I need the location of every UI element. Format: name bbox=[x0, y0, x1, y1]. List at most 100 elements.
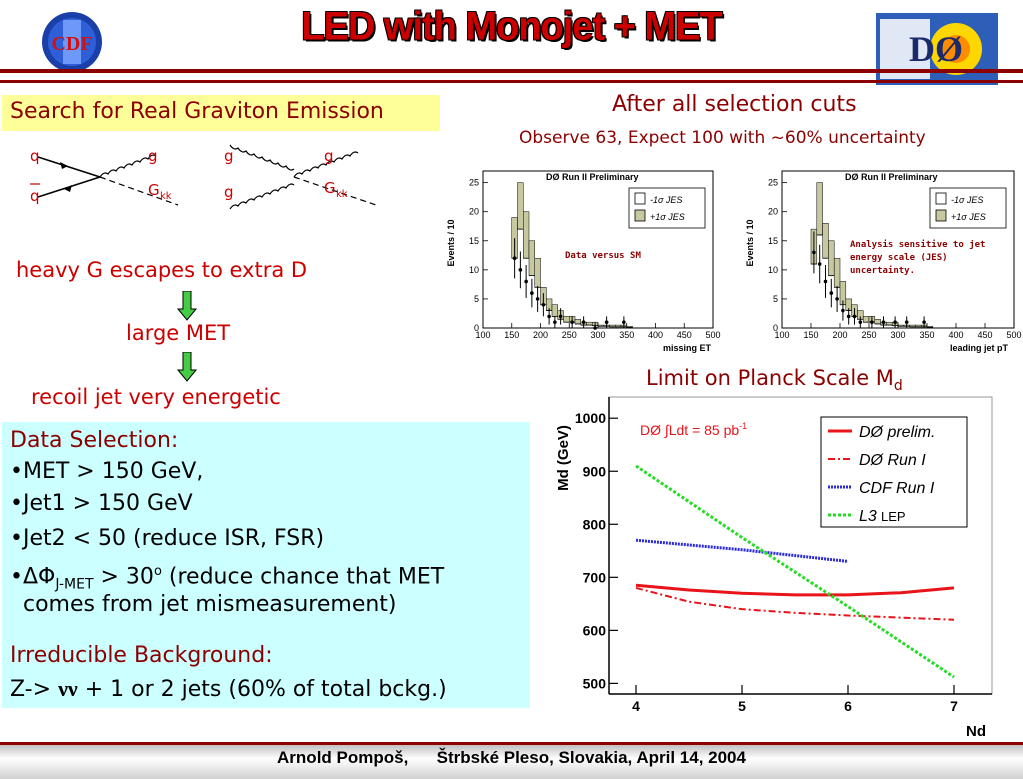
jes-band-bar bbox=[563, 316, 570, 323]
jes-band-bar bbox=[528, 240, 535, 276]
feynman-diagram-gg: g g g G kk bbox=[216, 135, 386, 215]
data-point bbox=[558, 314, 563, 319]
x-tick-label: 250 bbox=[861, 330, 876, 340]
x-tick-label: 150 bbox=[504, 330, 519, 340]
data-point bbox=[852, 314, 857, 319]
selection-box bbox=[2, 422, 530, 708]
data-point bbox=[604, 320, 609, 324]
data-point bbox=[922, 320, 926, 324]
y-tick-label: 0 bbox=[773, 323, 778, 333]
jes-band-bar bbox=[574, 319, 581, 325]
step-large-met: large MET bbox=[126, 321, 231, 345]
data-point bbox=[512, 256, 517, 261]
x-tick-label: 100 bbox=[774, 330, 789, 340]
hist2-ylabel: Events / 10 bbox=[745, 219, 755, 266]
x-tick-label: 400 bbox=[948, 330, 963, 340]
data-point bbox=[858, 320, 863, 324]
data-point bbox=[812, 250, 816, 255]
selection-item-dphi: •ΔΦJ-MET > 30o (reduce chance that MET bbox=[10, 564, 445, 593]
jes-band-bar bbox=[862, 316, 870, 323]
x-tick-label: 450 bbox=[977, 330, 992, 340]
legend-label: DØ prelim. bbox=[859, 424, 935, 441]
series-line bbox=[635, 583, 955, 597]
x-tick-label: 450 bbox=[677, 330, 692, 340]
data-point bbox=[846, 314, 851, 319]
hist2-legend-b: +1σ JES bbox=[951, 212, 986, 222]
background-text: Z-> νν + 1 or 2 jets (60% of total bckg.… bbox=[10, 676, 447, 702]
svg-text:q: q bbox=[30, 147, 40, 165]
limit-heading: Limit on Planck Scale Md bbox=[646, 366, 903, 395]
cuts-subheading: Observe 63, Expect 100 with ~60% uncerta… bbox=[519, 128, 926, 148]
down-arrow-icon bbox=[176, 351, 198, 386]
data-point bbox=[518, 268, 523, 272]
jes-band-bar bbox=[874, 319, 881, 325]
svg-text:g: g bbox=[324, 147, 334, 165]
svg-text:DØ: DØ bbox=[909, 29, 963, 69]
jes-band-bar bbox=[534, 257, 541, 288]
data-point bbox=[570, 320, 574, 324]
x-tick-label: 400 bbox=[648, 330, 663, 340]
step-recoil-jet: recoil jet very energetic bbox=[31, 385, 281, 409]
selection-item: •Jet2 < 50 (reduce ISR, FSR) bbox=[10, 526, 325, 551]
x-tick-label: 500 bbox=[705, 330, 720, 340]
background-heading: Irreducible Background: bbox=[10, 643, 273, 668]
selection-item-dphi-cont: comes from jet mismeasurement) bbox=[23, 592, 397, 617]
hist1-note: Data versus SM bbox=[565, 251, 641, 261]
data-point bbox=[893, 320, 897, 324]
page-title: LED with Monojet + MET bbox=[301, 4, 722, 50]
jes-band-bar bbox=[517, 182, 524, 230]
data-point bbox=[835, 297, 839, 301]
cdf-logo: CDF bbox=[36, 10, 108, 74]
hist2-xlabel: leading jet pT bbox=[950, 343, 1009, 353]
svg-text:g: g bbox=[148, 147, 158, 165]
footer-bar bbox=[0, 742, 1023, 779]
x-tick-label: 300 bbox=[890, 330, 905, 340]
limit-plot: 500 600 700 800 900 1000 4 5 6 7 Md (GeV) Nd DØ … bbox=[548, 393, 1023, 740]
svg-text:kk: kk bbox=[336, 189, 348, 200]
data-point bbox=[524, 279, 528, 284]
hist1-legend-a: -1σ JES bbox=[650, 195, 682, 205]
step-heavy-g: heavy G escapes to extra D bbox=[16, 258, 308, 282]
data-point bbox=[622, 320, 626, 324]
data-point bbox=[829, 291, 834, 295]
hist1-title: DØ Run II Preliminary bbox=[546, 172, 639, 182]
header-rule-bottom bbox=[0, 80, 1023, 83]
svg-text:q: q bbox=[30, 187, 40, 205]
data-point bbox=[547, 314, 551, 319]
histogram-missing-et: 25 20 15 10 5 0 100 150 200 250 300 350 400 450 500 D… bbox=[441, 163, 721, 358]
y-tick-label: 500 bbox=[583, 675, 607, 691]
y-tick-label: 5 bbox=[773, 294, 778, 304]
x-tick-label: 350 bbox=[919, 330, 934, 340]
y-tick-label: 10 bbox=[768, 265, 778, 275]
y-tick-label: 700 bbox=[583, 569, 607, 585]
x-tick-label: 100 bbox=[475, 330, 490, 340]
series-line bbox=[635, 586, 955, 621]
jes-band-bar bbox=[586, 321, 593, 326]
search-title: Search for Real Graviton Emission bbox=[10, 99, 384, 124]
hist2-title: DØ Run II Preliminary bbox=[845, 172, 938, 182]
jes-band-bar bbox=[886, 321, 893, 326]
x-tick-label: 150 bbox=[803, 330, 818, 340]
data-point bbox=[823, 279, 828, 284]
y-tick-label: 20 bbox=[768, 207, 778, 217]
svg-text:g: g bbox=[224, 183, 234, 201]
y-tick-label: 600 bbox=[583, 622, 607, 638]
selection-item: •MET > 150 GeV, bbox=[10, 459, 204, 484]
x-tick-label: 200 bbox=[533, 330, 548, 340]
jes-band-bar bbox=[828, 240, 835, 276]
series-line bbox=[635, 538, 849, 563]
data-point bbox=[817, 262, 822, 266]
hist1-xlabel: missing ET bbox=[663, 343, 712, 353]
y-tick-label: 25 bbox=[469, 178, 479, 188]
limit-ylabel: Md (GeV) bbox=[555, 425, 572, 491]
histogram-leading-jet-pt: 25 20 15 10 5 0 100 150 200 250 300 350 400 450 500 D… bbox=[740, 163, 1023, 358]
y-tick-label: 0 bbox=[474, 323, 479, 333]
data-point bbox=[553, 320, 557, 324]
svg-text:G: G bbox=[324, 179, 336, 197]
y-tick-label: 5 bbox=[474, 294, 479, 304]
data-point bbox=[593, 326, 597, 330]
data-point bbox=[881, 320, 886, 324]
data-point bbox=[530, 291, 534, 295]
limit-lumi: DØ ∫Ldt = 85 pb-1 bbox=[640, 421, 747, 438]
y-tick-label: 25 bbox=[768, 178, 778, 188]
